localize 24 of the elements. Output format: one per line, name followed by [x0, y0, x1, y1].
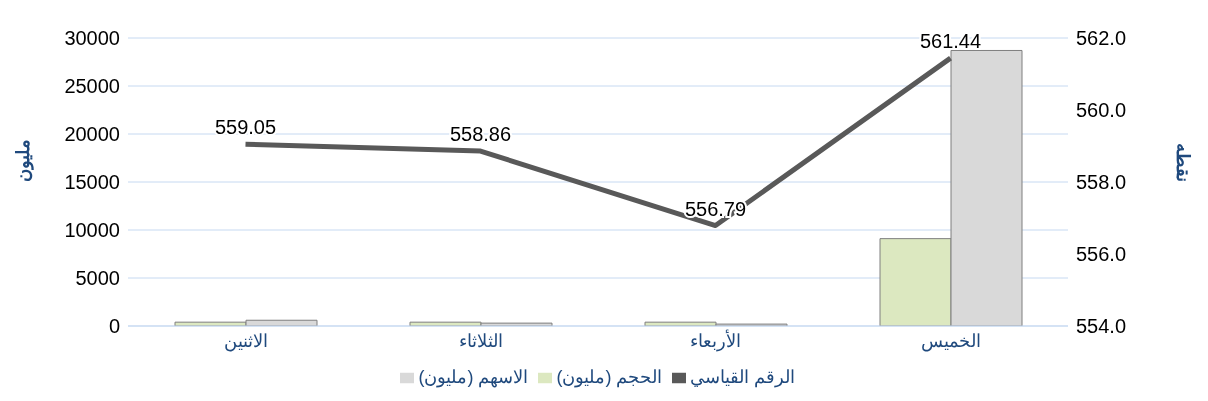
x-tick-label: الاثنين — [223, 330, 268, 352]
y-tick-label: 10000 — [64, 219, 120, 242]
x-tick-label: الثلاثاء — [458, 330, 503, 351]
legend-label: الرقم القياسي — [690, 367, 796, 387]
y-tick-label: 15000 — [64, 171, 120, 194]
y-tick-label: 20000 — [64, 123, 120, 146]
x-tick-label: الأربعاء — [690, 328, 741, 352]
y-axis-title: مليون — [13, 139, 35, 182]
y2-tick-label: 558.0 — [1076, 171, 1127, 194]
y2-tick-label: 556.0 — [1076, 243, 1127, 266]
y-tick-label: 0 — [108, 315, 120, 338]
data-label: 559.05 — [214, 116, 277, 139]
legend-label: الحجم (مليون) — [556, 367, 663, 387]
y-tick-label: 5000 — [75, 267, 120, 290]
y2-tick-label: 554.0 — [1076, 315, 1127, 338]
y2-tick-label: 562.0 — [1076, 27, 1127, 50]
data-label: 561.44 — [919, 30, 982, 53]
data-label: 558.86 — [449, 123, 512, 146]
y2-tick-label: 560.0 — [1076, 99, 1127, 122]
legend-label: الاسهم (مليون) — [418, 367, 529, 387]
y2-axis-title: نقطه — [1172, 143, 1193, 182]
y-tick-label: 25000 — [64, 75, 120, 98]
y-tick-label: 30000 — [64, 27, 120, 50]
x-tick-label: الخميس — [920, 330, 981, 352]
